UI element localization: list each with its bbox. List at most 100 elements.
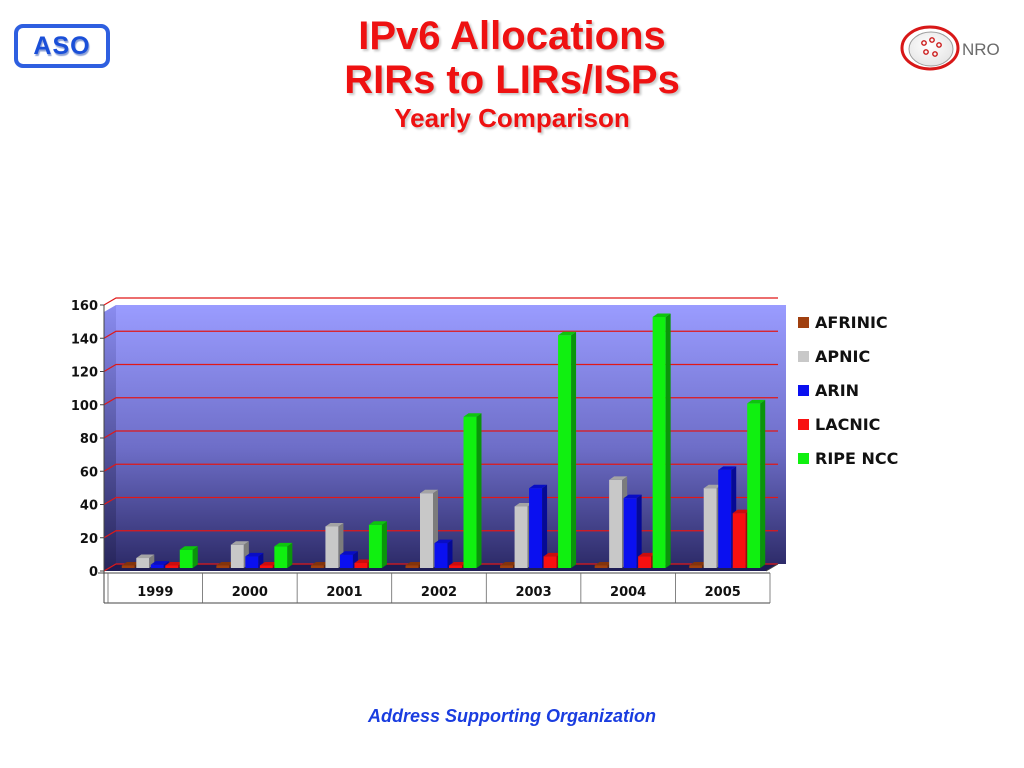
bar-front [325, 526, 339, 568]
gridline [103, 397, 778, 406]
bar-front [703, 488, 717, 568]
y-tick-label: 0 [89, 565, 98, 580]
y-tick-label: 60 [80, 465, 98, 480]
bar-ripe-ncc-1999 [179, 546, 198, 568]
floor-edge [765, 563, 779, 572]
bar-front [405, 565, 419, 568]
bar-front [609, 479, 623, 568]
tick-labels: 0 20 40 60 80 100 120 140 160 1999 2000 2001 2002 200… [71, 299, 741, 600]
bar-top [594, 562, 613, 566]
chart-legend: AFRINIC APNIC ARIN LACNIC RIPE NCC [798, 305, 898, 475]
bar-top [609, 476, 628, 480]
bar-front [434, 543, 448, 568]
bar-front [652, 316, 666, 568]
bar-front [420, 493, 433, 568]
bar-side [447, 539, 453, 568]
y-tick-label: 20 [80, 532, 98, 547]
bar-top [259, 562, 278, 566]
y-tick-label: 160 [71, 299, 98, 314]
gridline [103, 463, 778, 472]
x-tick-label: 2003 [515, 585, 551, 600]
bar-top [703, 484, 722, 489]
bar-front [368, 524, 382, 568]
gridline [103, 330, 778, 339]
bar-top [165, 562, 184, 566]
legend-item-ripe-ncc: RIPE NCC [798, 441, 898, 475]
bar-ripe-ncc-2000 [274, 542, 293, 568]
legend-swatch [798, 452, 809, 464]
bar-arin-2004 [623, 494, 642, 568]
bar-top [405, 562, 424, 566]
bar-front [543, 556, 557, 568]
bar-front [463, 416, 477, 568]
bar-side [542, 484, 548, 568]
bar-top [514, 502, 533, 507]
bar-top [652, 313, 671, 317]
nro-logo: NRO [900, 25, 1000, 71]
legend-item-lacnic: LACNIC [798, 407, 898, 441]
bar-side [665, 313, 671, 568]
bar-top [732, 509, 751, 514]
gridline [103, 496, 778, 506]
bar-front [216, 565, 230, 568]
bar-ripe-ncc-2003 [558, 331, 577, 568]
side-wall [104, 305, 116, 571]
aso-logo-text: ASO [33, 31, 91, 60]
legend-swatch [798, 418, 809, 430]
legend-label: AFRINIC [815, 312, 888, 332]
slide-title: IPv6 Allocations RIRs to LIRs/ISPs Yearl… [262, 14, 762, 134]
bar-top [354, 559, 373, 564]
nro-logo-text: NRO [962, 40, 1000, 59]
x-tick-label: 1999 [137, 585, 173, 600]
bar-top [420, 489, 438, 494]
bar-side [636, 494, 642, 568]
bar-apnic-2001 [325, 522, 344, 568]
bar-front [689, 565, 703, 568]
bar-side [571, 331, 577, 568]
plot-background [104, 305, 786, 571]
bar-side [192, 546, 198, 568]
legend-label: RIPE NCC [815, 448, 899, 468]
bar-top [543, 552, 562, 557]
bar-ripe-ncc-2005 [747, 399, 766, 568]
back-wall [116, 305, 786, 564]
bar-top [339, 551, 358, 555]
bar-arin-2002 [434, 539, 453, 568]
bars [121, 313, 766, 568]
bar-top [623, 494, 642, 499]
y-tick-label: 120 [71, 366, 98, 381]
bar-top [310, 562, 329, 566]
bar-front [718, 469, 732, 568]
bar-top [449, 562, 467, 566]
bar-front [732, 513, 746, 568]
x-tick-label: 2002 [421, 585, 457, 600]
bar-front [274, 546, 288, 568]
bar-front [747, 403, 761, 568]
bar-top [179, 546, 198, 550]
bar-top [689, 562, 708, 566]
y-tick-label: 40 [80, 499, 98, 514]
bar-top [434, 539, 453, 544]
bar-top [558, 331, 577, 336]
nro-ring-icon [900, 25, 960, 71]
bar-front [150, 564, 164, 568]
bar-front [594, 565, 608, 568]
bar-top [136, 554, 155, 559]
bar-front [179, 549, 193, 568]
legend-label: ARIN [815, 380, 860, 400]
legend-item-afrinic: AFRINIC [798, 305, 898, 339]
x-tick-label: 2000 [232, 585, 268, 600]
x-tick-label: 2005 [705, 585, 741, 600]
bar-front [245, 556, 259, 568]
bar-front [121, 565, 135, 568]
legend-label: APNIC [815, 346, 871, 366]
bar-top [718, 466, 737, 470]
title-line-2: RIRs to LIRs/ISPs [344, 58, 680, 102]
bar-front [449, 565, 462, 568]
legend-item-apnic: APNIC [798, 339, 898, 373]
axes [98, 304, 779, 604]
y-tick-label: 80 [80, 432, 98, 447]
title-line-3: Yearly Comparison [394, 103, 630, 133]
title-line-1: IPv6 Allocations [358, 14, 666, 58]
legend-item-arin: ARIN [798, 373, 898, 407]
